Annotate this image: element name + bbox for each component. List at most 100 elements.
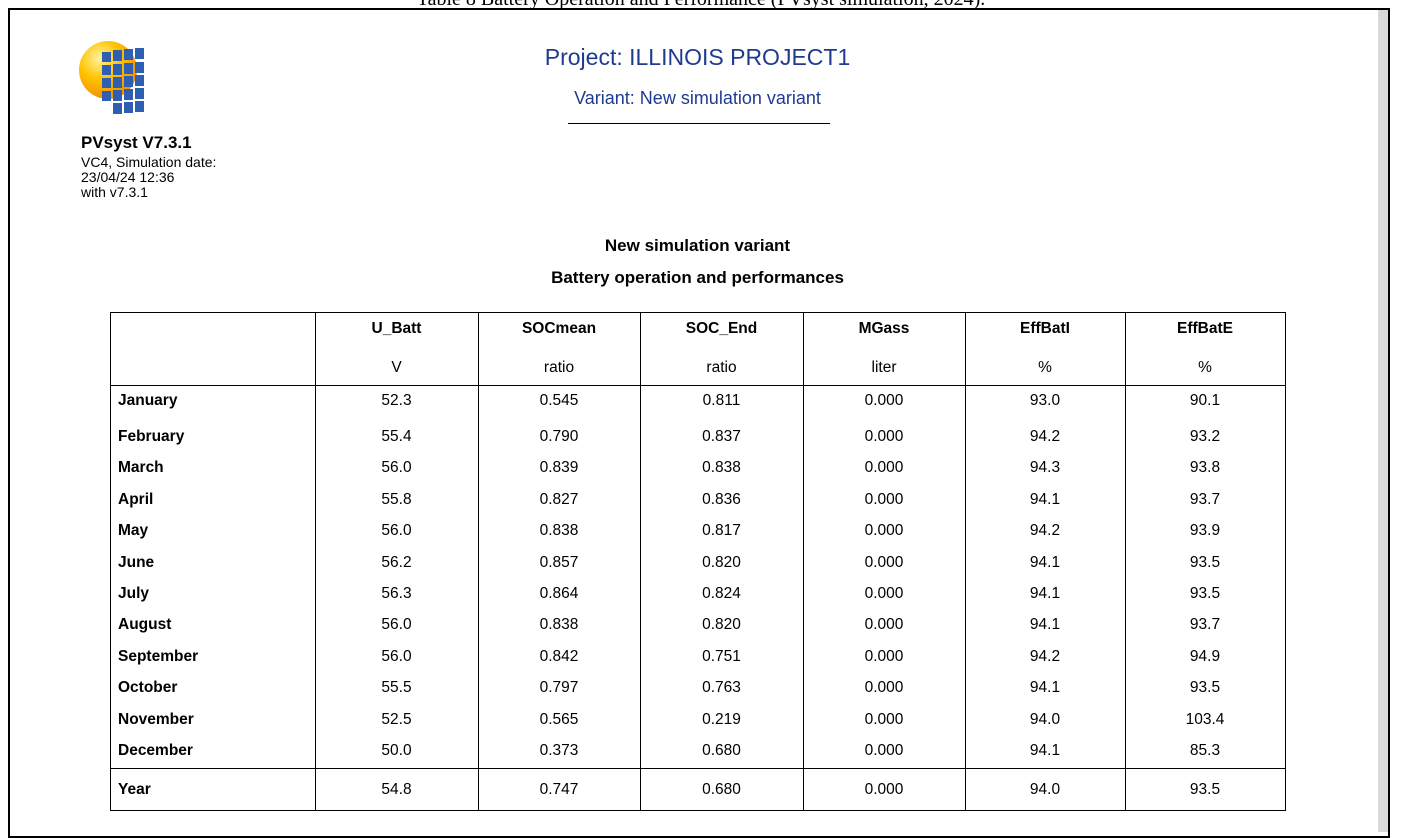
variant-title: Variant: New simulation variant: [574, 88, 821, 108]
cell: 94.1: [1029, 585, 1061, 602]
cell: 0.836: [702, 490, 741, 508]
sim-info: 23/04/24 12:36: [81, 169, 175, 185]
cell: 56.0: [381, 616, 412, 634]
cell: 94.2: [1029, 522, 1061, 540]
cell: 93.7: [1189, 616, 1221, 634]
cell: V: [391, 359, 402, 376]
cell: 93.2: [1189, 428, 1221, 445]
cell: 0.000: [864, 459, 904, 477]
cell: 0.680: [702, 781, 741, 798]
cell: 0.000: [864, 710, 904, 728]
cell: 52.5: [381, 710, 412, 728]
table-rule: [1285, 312, 1287, 810]
cell: 94.0: [1029, 781, 1061, 798]
table-rule: [640, 312, 642, 810]
cell: 94.1: [1029, 616, 1061, 634]
table-rule: [110, 312, 1286, 314]
cell: SOCmean: [521, 320, 597, 337]
row-label: April: [118, 490, 154, 508]
row-label: February: [118, 428, 185, 445]
table-rule: [110, 312, 112, 810]
cell: 0.545: [539, 392, 579, 409]
cell: 0.219: [702, 710, 741, 728]
software-name: PVsyst V7.3.1: [81, 133, 192, 152]
cell: 56.3: [381, 585, 412, 602]
cell: 56.0: [381, 522, 412, 540]
cell: 0.680: [702, 742, 741, 759]
divider: [568, 123, 830, 124]
cell: 56.2: [381, 553, 412, 571]
cell: 0.000: [864, 647, 904, 665]
cell: 93.5: [1189, 553, 1221, 571]
cell: 94.1: [1029, 553, 1061, 571]
cell: 93.0: [1029, 392, 1061, 409]
cell: 56.0: [381, 647, 412, 665]
row-label: May: [118, 522, 149, 540]
cell: 0.857: [539, 553, 579, 571]
cell: 0.000: [864, 616, 904, 634]
cell: ratio: [706, 359, 737, 376]
cell: 0.000: [864, 585, 904, 602]
cell: EffBatE: [1177, 320, 1233, 337]
project-title: Project: ILLINOIS PROJECT1: [544, 44, 851, 70]
table-rule: [478, 312, 480, 810]
cell: 0.827: [539, 490, 579, 508]
cell: 94.1: [1029, 742, 1061, 759]
cell: 54.8: [381, 781, 412, 798]
cell: 55.8: [381, 490, 412, 508]
table-rule: [315, 312, 317, 810]
cell: 85.3: [1189, 742, 1221, 759]
cell: liter: [871, 359, 897, 376]
table-rule: [1125, 312, 1127, 810]
cell: 0.565: [539, 710, 579, 728]
cell: 0.837: [702, 428, 741, 445]
row-label: December: [118, 742, 193, 759]
row-label: March: [118, 459, 164, 477]
row-label: October: [118, 679, 178, 697]
sim-info: with v7.3.1: [81, 184, 148, 200]
cell: SOC_End: [685, 320, 758, 337]
cell: 0.751: [702, 647, 741, 665]
cell: 0.811: [702, 392, 741, 409]
row-label: September: [118, 647, 199, 665]
cell: 0.797: [539, 679, 579, 697]
cell: 0.790: [539, 428, 579, 445]
cell: 0.838: [539, 616, 579, 634]
cell: MGass: [858, 320, 910, 337]
cell: 93.5: [1189, 679, 1221, 697]
cell: 94.9: [1189, 647, 1221, 665]
cell: 93.9: [1189, 522, 1221, 540]
cell: 0.838: [539, 522, 579, 540]
row-label: January: [118, 392, 178, 409]
cell: 52.3: [381, 392, 412, 409]
cell: 0.864: [539, 585, 579, 602]
cell: 0.373: [539, 742, 579, 759]
cell: 103.4: [1185, 710, 1225, 728]
table-rule: [110, 385, 1286, 387]
table-rule: [110, 810, 1286, 812]
row-label: June: [118, 553, 155, 571]
cell: 55.5: [381, 679, 412, 697]
cell: 0.000: [864, 679, 904, 697]
cell: EffBatI: [1020, 320, 1070, 337]
cell: 0.817: [702, 522, 741, 540]
cell: 93.5: [1189, 781, 1221, 798]
cell: U_Batt: [371, 320, 422, 337]
cell: 93.7: [1189, 490, 1221, 508]
cell: 94.1: [1029, 490, 1061, 508]
pvsyst-logo: [79, 41, 144, 114]
cell: 0.000: [864, 522, 904, 540]
sim-info: VC4, Simulation date:: [81, 154, 217, 170]
cell: 0.000: [864, 490, 904, 508]
cell: 0.763: [702, 679, 741, 697]
cell: 0.000: [864, 553, 904, 571]
table-rule: [110, 768, 1286, 770]
cell: 94.3: [1029, 459, 1061, 477]
cell: 0.000: [864, 428, 904, 445]
table-rule: [965, 312, 967, 810]
cell: 0.824: [702, 585, 741, 602]
cell: 0.820: [702, 553, 741, 571]
cell: 55.4: [381, 428, 412, 445]
row-label: Year: [118, 781, 151, 798]
